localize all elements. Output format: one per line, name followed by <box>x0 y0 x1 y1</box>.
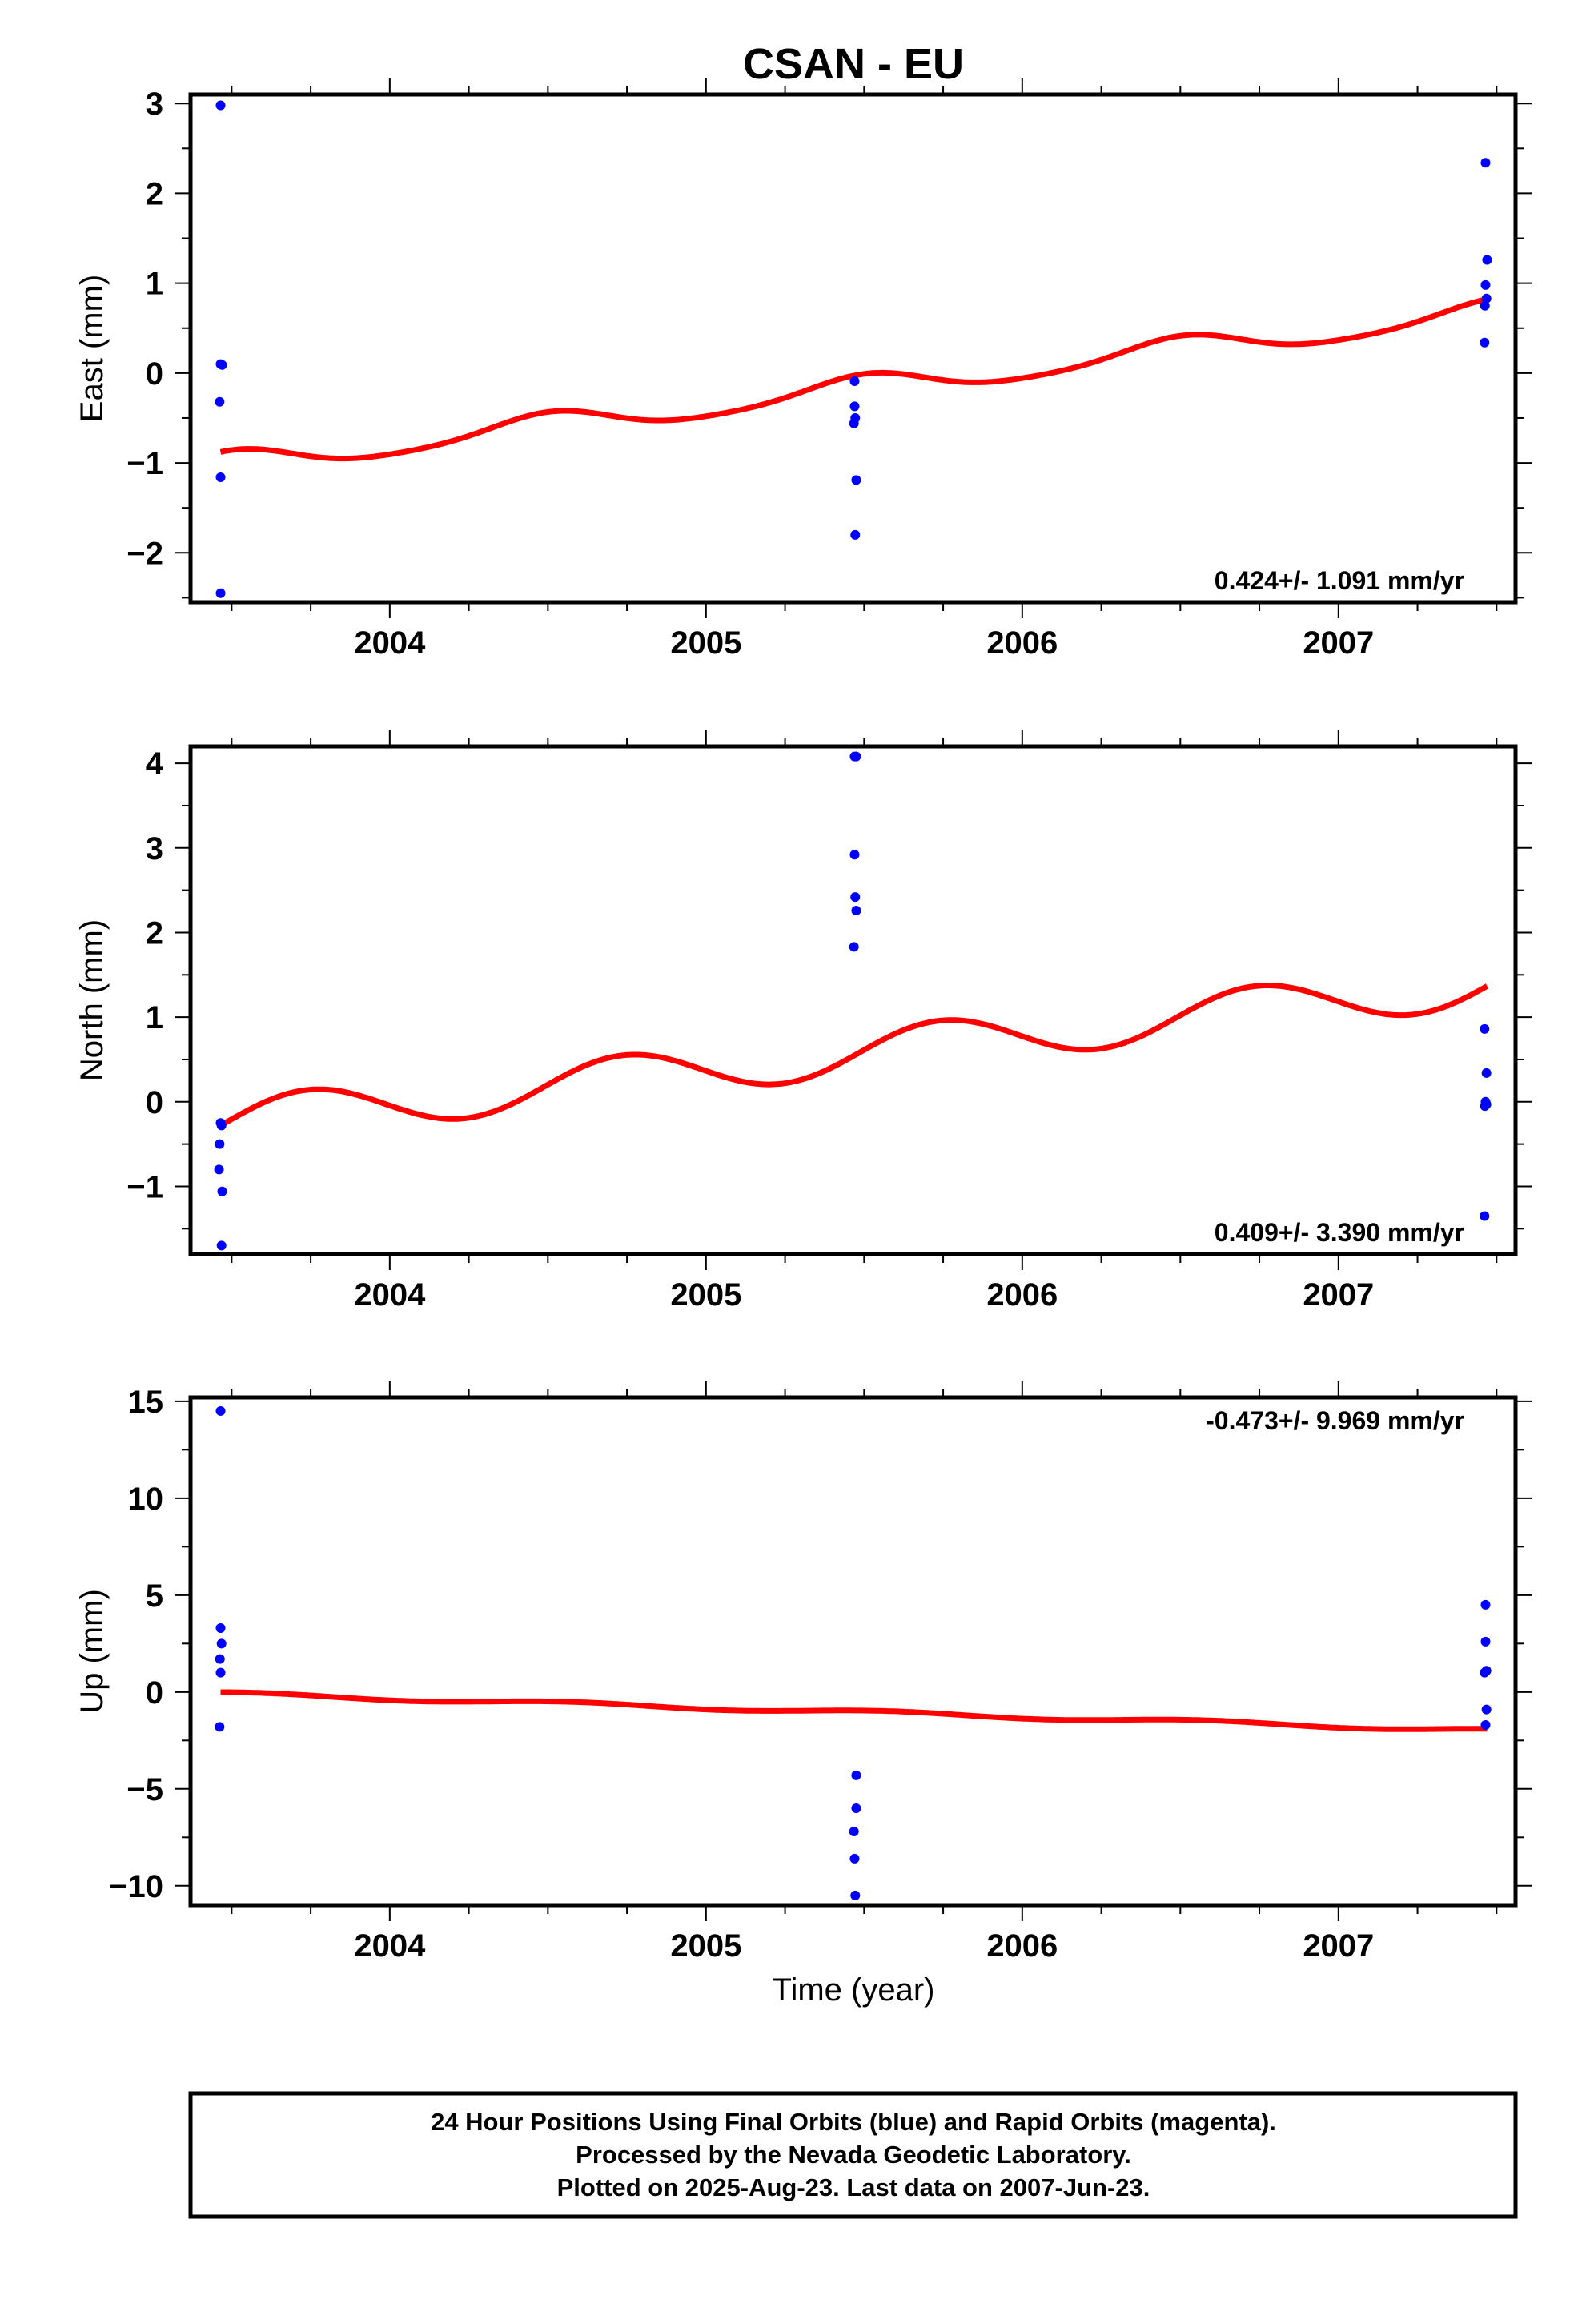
up-panel: 2004 2005 2006 2007 −10 −5 0 5 10 15 Up (mm) -0.473… <box>74 1381 1532 1964</box>
y-tick-label: −2 <box>126 536 163 571</box>
y-tick-label: 5 <box>146 1578 163 1614</box>
data-point <box>850 892 861 903</box>
data-point <box>215 1622 226 1633</box>
rate-annotation: -0.473+/- 9.969 mm/yr <box>1206 1406 1464 1435</box>
y-tick-label: 10 <box>128 1482 164 1517</box>
data-point <box>849 942 859 952</box>
data-point <box>849 401 860 412</box>
y-tick-label: −5 <box>126 1772 163 1807</box>
x-tick-label: 2007 <box>1303 1277 1374 1313</box>
rate-annotation: 0.424+/- 1.091 mm/yr <box>1215 566 1464 595</box>
model-fit-line <box>219 983 1489 1128</box>
data-point <box>849 850 860 860</box>
y-axis-label: East (mm) <box>74 275 110 422</box>
x-tick-label: 2006 <box>986 625 1058 661</box>
y-tick-label: 0 <box>146 356 163 392</box>
data-point <box>849 1853 860 1864</box>
rate-annotation: 0.409+/- 3.390 mm/yr <box>1215 1218 1464 1247</box>
plot-frame <box>188 744 1518 1256</box>
y-tick-label: 3 <box>146 831 163 866</box>
x-tick-label: 2005 <box>670 1928 741 1964</box>
data-point <box>1481 1704 1492 1715</box>
x-tick-label: 2006 <box>986 1277 1058 1313</box>
data-point <box>216 1638 227 1649</box>
x-tick-label: 2005 <box>670 1277 741 1313</box>
footer-line-2: Processed by the Nevada Geodetic Laborat… <box>576 2141 1131 2169</box>
footer-line-1: 24 Hour Positions Using Final Orbits (bl… <box>431 2108 1276 2136</box>
plot-frame <box>188 92 1518 605</box>
data-point <box>215 1654 225 1664</box>
plot-frame <box>188 1395 1518 1908</box>
data-point <box>215 100 226 111</box>
north-panel: 2004 2005 2006 2007 −1 0 1 2 3 4 North (mm) 0.409+/… <box>74 730 1532 1313</box>
data-point <box>1480 1211 1490 1221</box>
data-point <box>851 475 861 485</box>
data-point <box>851 905 861 915</box>
data-point <box>1480 1023 1490 1034</box>
data-point <box>215 396 225 407</box>
data-point <box>1480 1636 1491 1647</box>
data-point <box>849 376 860 386</box>
y-tick-label: 3 <box>146 86 163 122</box>
data-point <box>851 751 861 762</box>
y-axis-label: Up (mm) <box>74 1589 110 1714</box>
y-tick-label: 2 <box>146 915 163 951</box>
x-tick-label: 2007 <box>1303 625 1374 661</box>
x-tick-label: 2005 <box>670 625 741 661</box>
data-point <box>1480 158 1491 168</box>
y-tick-label: −1 <box>126 1169 163 1204</box>
data-point <box>215 1405 226 1416</box>
data-point <box>216 1240 227 1251</box>
y-tick-label: 15 <box>128 1385 164 1420</box>
data-point <box>215 1667 226 1678</box>
x-tick-label: 2004 <box>354 1928 426 1964</box>
data-point <box>217 360 227 370</box>
x-tick-label: 2006 <box>986 1928 1058 1964</box>
footer-line-3: Plotted on 2025-Aug-23. Last data on 200… <box>557 2173 1150 2201</box>
data-point <box>1481 1068 1492 1078</box>
x-tick-label: 2007 <box>1303 1928 1374 1964</box>
y-tick-label: 1 <box>146 1000 163 1035</box>
data-point <box>217 1186 227 1196</box>
data-point <box>215 1139 225 1149</box>
y-tick-label: 1 <box>146 267 163 302</box>
data-point <box>215 472 226 483</box>
footer-box: 24 Hour Positions Using Final Orbits (bl… <box>188 2091 1518 2219</box>
data-point <box>850 529 861 540</box>
data-point <box>1480 279 1491 290</box>
y-tick-label: 4 <box>146 746 164 782</box>
data-point <box>851 1770 861 1780</box>
data-point <box>851 1803 861 1814</box>
data-point <box>215 1722 225 1732</box>
model-fit-line <box>220 1689 1488 1732</box>
y-tick-label: 0 <box>146 1675 163 1711</box>
east-panel: 2004 2005 2006 2007 −2 −1 0 1 2 3 East (mm) 0.424+/… <box>74 78 1532 661</box>
x-tick-label: 2004 <box>354 1277 426 1313</box>
data-point <box>850 1890 861 1900</box>
data-point <box>1480 1719 1491 1730</box>
figure-title: CSAN - EU <box>743 40 964 88</box>
footer-frame <box>188 2091 1518 2219</box>
data-point <box>1480 1599 1491 1610</box>
y-tick-label: 2 <box>146 176 163 211</box>
x-axis-label: Time (year) <box>773 1972 935 2008</box>
data-point <box>216 1120 227 1131</box>
data-point <box>1482 255 1492 265</box>
data-point <box>849 1827 859 1837</box>
y-tick-label: 0 <box>146 1085 163 1120</box>
y-axis-label: North (mm) <box>74 919 110 1081</box>
x-tick-label: 2004 <box>354 625 426 661</box>
data-point <box>215 588 226 598</box>
model-fit-line <box>219 296 1488 462</box>
data-point <box>1480 1667 1490 1678</box>
y-tick-label: −1 <box>126 446 163 481</box>
data-point <box>1480 1101 1490 1112</box>
y-tick-label: −10 <box>109 1869 163 1904</box>
data-point <box>849 418 859 428</box>
data-point <box>1480 337 1490 348</box>
data-point <box>214 1164 224 1175</box>
data-point <box>1480 300 1490 311</box>
data-point <box>1481 293 1492 304</box>
